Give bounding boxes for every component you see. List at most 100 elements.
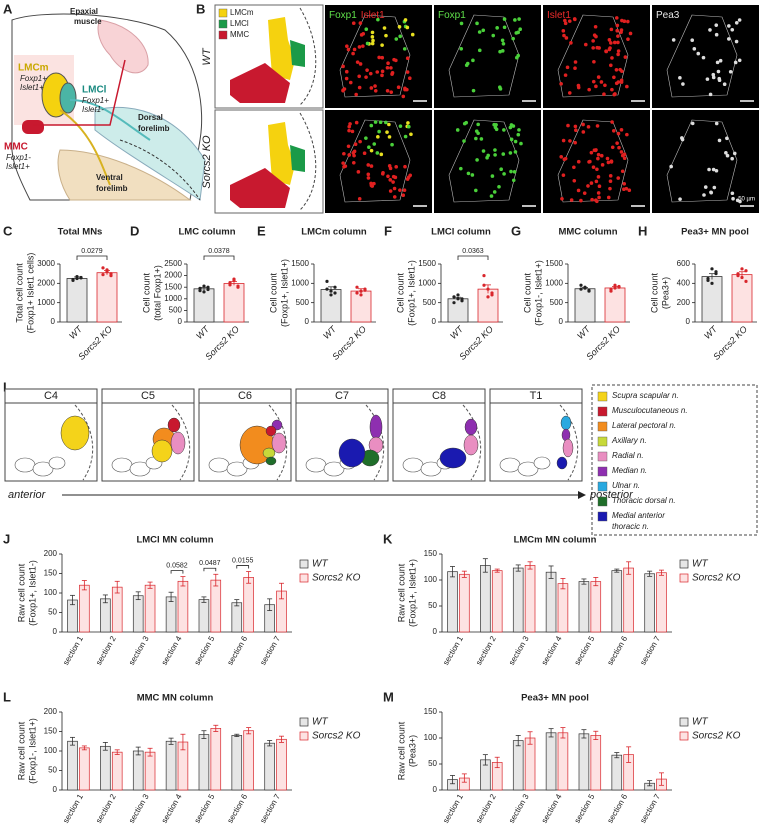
- cell: [594, 179, 599, 184]
- cell: [620, 153, 625, 158]
- micrograph: [543, 5, 650, 108]
- cell: [476, 131, 480, 136]
- legend-swatch: [218, 19, 228, 29]
- bar: [66, 278, 88, 323]
- cell: [479, 137, 484, 141]
- cell: [494, 127, 499, 132]
- cell: [730, 156, 734, 161]
- y-axis-label: Cell count: [522, 272, 532, 313]
- data-point: [482, 283, 486, 287]
- cell: [502, 128, 506, 132]
- channel-label: Pea3: [656, 10, 680, 21]
- legend-swatch: [679, 573, 689, 583]
- cell: [611, 128, 616, 133]
- data-point: [579, 283, 583, 287]
- cell: [732, 151, 737, 156]
- x-tick-label: WT: [575, 323, 593, 341]
- significance-bracket: [203, 567, 217, 572]
- cell: [594, 34, 598, 39]
- bar: [165, 740, 177, 791]
- chart-title: LMCm MN column: [514, 535, 597, 546]
- cell: [352, 47, 357, 52]
- cell: [358, 139, 362, 144]
- cell: [625, 132, 629, 137]
- cell: [581, 122, 585, 127]
- cell: [384, 120, 388, 125]
- cell: [394, 37, 399, 41]
- cell: [364, 75, 368, 79]
- legend-label: Median n.: [612, 466, 647, 475]
- cell: [500, 38, 505, 43]
- cell: [606, 195, 611, 200]
- bar: [557, 732, 569, 791]
- bar: [132, 750, 144, 791]
- cell: [403, 164, 407, 169]
- cell: [367, 145, 371, 150]
- x-tick-label: section 7: [258, 634, 282, 667]
- label: Epaxial: [70, 7, 98, 16]
- bar: [144, 584, 156, 633]
- y-axis-label: Raw cell count: [396, 563, 406, 622]
- cell: [562, 157, 567, 162]
- cell: [385, 130, 389, 134]
- chart-title: LMCl column: [431, 227, 491, 238]
- cell: [369, 123, 374, 128]
- cell: [465, 61, 470, 66]
- legend-label: LMCl: [230, 19, 249, 28]
- panel-letter: M: [383, 689, 394, 704]
- legend-label: Thoracic dorsal n.: [612, 496, 676, 505]
- cell: [609, 27, 614, 32]
- bar: [545, 732, 557, 791]
- panel-letter: F: [384, 223, 392, 238]
- cell: [346, 47, 351, 52]
- cell: [572, 165, 576, 170]
- cell: [604, 49, 608, 54]
- cell: [403, 87, 407, 92]
- cell: [401, 94, 406, 99]
- bar: [67, 740, 78, 791]
- cell: [592, 59, 596, 64]
- bar: [96, 272, 118, 323]
- data-point: [198, 289, 202, 293]
- cell: [711, 72, 716, 77]
- x-tick-label: section 2: [94, 634, 118, 667]
- data-point: [613, 283, 617, 287]
- cell: [357, 197, 362, 201]
- y-axis-label: (Foxp1+ Islet1 cells): [25, 253, 35, 334]
- outline: [339, 119, 411, 203]
- y-tick-label: 500: [296, 298, 310, 307]
- data-point: [75, 274, 79, 279]
- y-tick-label: 0: [53, 627, 58, 636]
- cell: [614, 16, 619, 20]
- x-tick-label: section 2: [474, 792, 498, 825]
- legend-label: Radial n.: [612, 451, 644, 460]
- bar: [590, 735, 602, 791]
- cell: [708, 92, 713, 97]
- cell: [559, 154, 564, 159]
- cell: [513, 139, 518, 144]
- data-point: [744, 279, 748, 283]
- data-point: [228, 283, 232, 287]
- bar: [644, 573, 655, 633]
- bar: [480, 565, 491, 633]
- cell: [565, 65, 570, 70]
- data-point: [456, 293, 460, 297]
- y-tick-label: 1500: [291, 259, 309, 268]
- cell: [690, 121, 695, 126]
- bar: [491, 570, 503, 633]
- cell: [737, 18, 742, 22]
- legend-label: WT: [692, 559, 708, 570]
- cell: [705, 77, 710, 81]
- x-tick-label: section 6: [225, 634, 249, 667]
- bar: [604, 287, 626, 323]
- cell: [599, 153, 604, 158]
- mmc-region: [230, 63, 290, 103]
- y-tick-label: 0: [51, 317, 56, 326]
- unassigned-pool: [48, 456, 66, 470]
- cell: [566, 123, 570, 128]
- legend-label: Scupra scapular n.: [612, 391, 679, 400]
- y-tick-label: 3000: [37, 259, 55, 268]
- panel-letter: I: [3, 379, 7, 394]
- y-tick-label: 500: [550, 298, 564, 307]
- legend-swatch: [299, 717, 309, 727]
